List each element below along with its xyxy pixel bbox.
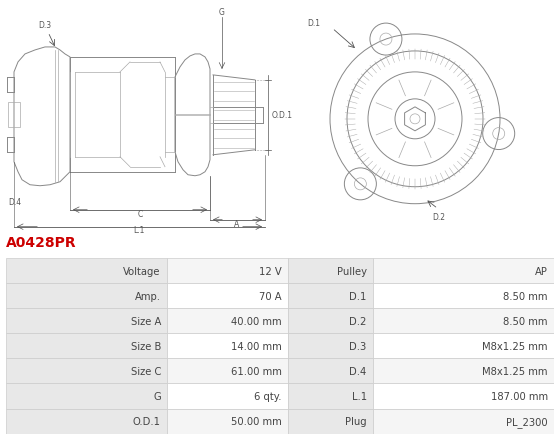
Text: PL_2300: PL_2300 [506, 416, 548, 427]
Text: Voltage: Voltage [123, 266, 161, 276]
Bar [167, 359, 288, 384]
Bar [167, 258, 288, 283]
Bar [167, 308, 288, 333]
Bar [374, 333, 554, 359]
Text: Amp.: Amp. [135, 291, 161, 301]
Bar [288, 384, 374, 409]
Bar [374, 409, 554, 434]
Text: M8x1.25 mm: M8x1.25 mm [482, 341, 548, 351]
Text: L.1: L.1 [133, 225, 144, 234]
Text: D.2: D.2 [432, 212, 445, 221]
Text: 14.00 mm: 14.00 mm [231, 341, 282, 351]
Text: 12 V: 12 V [259, 266, 282, 276]
Text: 6 qty.: 6 qty. [254, 391, 282, 401]
Bar [6, 308, 167, 333]
Bar [374, 384, 554, 409]
Bar [6, 384, 167, 409]
Bar [288, 308, 374, 333]
Bar [288, 409, 374, 434]
Text: 61.00 mm: 61.00 mm [231, 366, 282, 376]
Bar [374, 308, 554, 333]
Bar [288, 258, 374, 283]
Bar [6, 258, 167, 283]
Bar [6, 333, 167, 359]
Bar [374, 283, 554, 308]
Text: L.1: L.1 [352, 391, 367, 401]
Text: D.3: D.3 [38, 21, 51, 30]
Text: Plug: Plug [345, 416, 367, 426]
Text: 187.00 mm: 187.00 mm [491, 391, 548, 401]
Text: A0428PR: A0428PR [6, 235, 76, 249]
Text: M8x1.25 mm: M8x1.25 mm [482, 366, 548, 376]
Text: G: G [219, 8, 225, 17]
Text: C: C [137, 209, 143, 218]
Bar [374, 258, 554, 283]
Text: O.D.1: O.D.1 [133, 416, 161, 426]
Bar [288, 333, 374, 359]
Text: D.3: D.3 [349, 341, 367, 351]
Text: 8.50 mm: 8.50 mm [503, 316, 548, 326]
Text: AP: AP [535, 266, 548, 276]
Bar [167, 333, 288, 359]
Text: Size C: Size C [130, 366, 161, 376]
Text: G: G [153, 391, 161, 401]
Bar [6, 283, 167, 308]
Text: 70 A: 70 A [259, 291, 282, 301]
Text: 8.50 mm: 8.50 mm [503, 291, 548, 301]
Bar [6, 409, 167, 434]
Bar [167, 409, 288, 434]
Bar [167, 283, 288, 308]
Text: D.1: D.1 [307, 19, 320, 28]
Text: Size B: Size B [130, 341, 161, 351]
Text: D.1: D.1 [349, 291, 367, 301]
Bar [8, 102, 20, 127]
Text: Pulley: Pulley [337, 266, 367, 276]
Bar [374, 359, 554, 384]
Text: O.D.1: O.D.1 [272, 111, 293, 120]
Text: D.4: D.4 [8, 197, 21, 206]
Text: A: A [235, 219, 240, 228]
Text: 40.00 mm: 40.00 mm [231, 316, 282, 326]
Text: Size A: Size A [130, 316, 161, 326]
Text: 50.00 mm: 50.00 mm [231, 416, 282, 426]
Text: D.4: D.4 [349, 366, 367, 376]
Bar [288, 359, 374, 384]
Text: D.2: D.2 [349, 316, 367, 326]
Bar [167, 384, 288, 409]
Bar [288, 283, 374, 308]
Bar [6, 359, 167, 384]
